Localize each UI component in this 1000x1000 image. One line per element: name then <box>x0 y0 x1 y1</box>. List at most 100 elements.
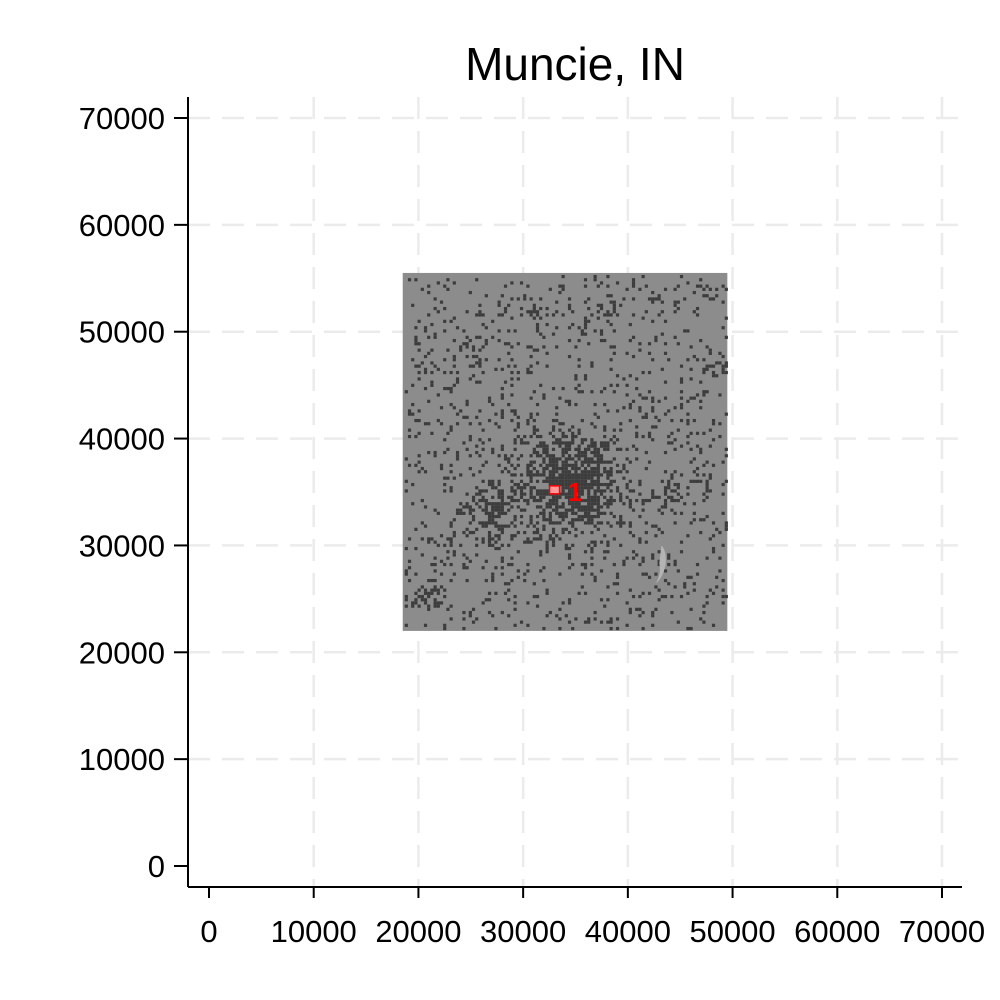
x-tick-label: 30000 <box>480 914 566 949</box>
developed-cell <box>625 601 629 605</box>
developed-cell <box>535 329 540 333</box>
developed-cell <box>657 559 661 563</box>
developed-cell <box>577 498 581 503</box>
axes: 0 10000 20000 30000 40000 50000 60000 700000100… <box>79 97 985 949</box>
developed-cell <box>507 457 511 461</box>
developed-cell <box>651 553 655 557</box>
developed-cell <box>644 396 648 400</box>
developed-cell <box>411 412 415 416</box>
developed-cell <box>430 431 434 435</box>
developed-cell <box>487 396 492 400</box>
developed-cell <box>487 537 492 541</box>
developed-cell <box>625 556 629 560</box>
developed-cell <box>567 556 572 560</box>
developed-cell <box>686 418 690 423</box>
developed-cell <box>468 559 472 563</box>
developed-cell <box>593 498 597 503</box>
developed-cell <box>491 319 495 323</box>
developed-cell <box>478 364 482 368</box>
developed-cell <box>615 617 620 621</box>
developed-cell <box>574 511 578 515</box>
developed-cell <box>718 434 722 439</box>
developed-cell <box>551 425 556 429</box>
developed-cell <box>475 354 479 359</box>
developed-cell <box>468 422 472 426</box>
developed-cell <box>622 463 626 467</box>
developed-cell <box>526 470 530 474</box>
developed-cell <box>628 524 632 528</box>
developed-cell <box>667 409 671 413</box>
developed-cell <box>542 508 546 512</box>
developed-cell <box>500 294 504 298</box>
developed-cell <box>612 434 616 439</box>
developed-cell <box>551 460 556 464</box>
developed-cell <box>718 556 722 560</box>
developed-cell <box>571 431 575 435</box>
developed-cell <box>462 626 466 631</box>
developed-cell <box>455 454 460 458</box>
developed-cell <box>705 364 709 368</box>
developed-cell <box>718 361 722 365</box>
developed-cell <box>651 623 655 627</box>
developed-cell <box>417 409 421 413</box>
developed-cell <box>513 409 517 413</box>
developed-cell <box>542 345 546 349</box>
developed-cell <box>590 540 594 544</box>
developed-cell <box>667 482 671 487</box>
developed-cell <box>436 281 440 285</box>
developed-cell <box>583 438 588 442</box>
developed-cell <box>724 370 728 375</box>
developed-cell <box>599 492 604 496</box>
developed-cell <box>663 319 668 323</box>
developed-cell <box>475 361 479 365</box>
developed-cell <box>478 422 482 426</box>
developed-cell <box>523 492 527 496</box>
developed-cell <box>507 598 511 602</box>
developed-cell <box>519 454 524 458</box>
developed-cell <box>417 460 421 464</box>
developed-cell <box>676 492 680 496</box>
developed-cell <box>577 447 581 451</box>
developed-cell <box>609 502 613 506</box>
developed-cell <box>622 502 626 506</box>
developed-cell <box>465 402 469 407</box>
developed-cell <box>529 492 533 496</box>
developed-cell <box>567 402 572 407</box>
developed-cell <box>641 591 645 595</box>
developed-cell <box>468 377 472 381</box>
developed-cell <box>542 460 546 464</box>
developed-cell <box>462 617 466 621</box>
developed-cell <box>500 495 504 499</box>
developed-cell <box>513 534 517 538</box>
developed-cell <box>567 457 572 461</box>
developed-cell <box>574 505 578 509</box>
developed-cell <box>673 303 677 307</box>
developed-cell <box>500 511 504 515</box>
developed-cell <box>638 406 642 410</box>
developed-cell <box>481 566 485 570</box>
developed-cell <box>683 582 687 586</box>
developed-cell <box>609 511 613 515</box>
developed-cell <box>590 502 594 506</box>
developed-cell <box>583 457 588 461</box>
developed-cell <box>577 514 581 519</box>
developed-cell <box>628 607 632 611</box>
developed-cell <box>695 284 700 288</box>
developed-cell <box>411 383 415 387</box>
developed-cell <box>494 505 498 509</box>
developed-cell <box>577 338 581 343</box>
developed-cell <box>638 540 642 544</box>
developed-cell <box>555 521 559 525</box>
developed-cell <box>529 479 533 483</box>
developed-cell <box>417 588 421 592</box>
developed-cell <box>526 463 530 467</box>
developed-cell <box>603 460 607 464</box>
developed-cell <box>452 572 456 576</box>
developed-cell <box>574 479 578 483</box>
developed-cell <box>721 578 725 583</box>
developed-cell <box>497 329 501 333</box>
developed-cell <box>583 508 588 512</box>
developed-cell <box>535 527 540 531</box>
developed-cell <box>558 428 562 432</box>
developed-cell <box>667 441 671 445</box>
